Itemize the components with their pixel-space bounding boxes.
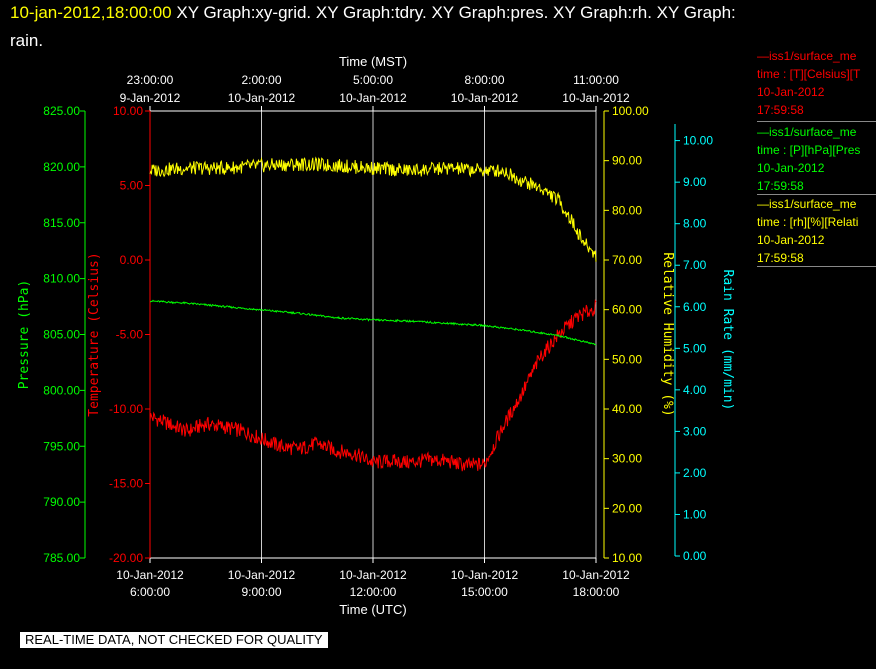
pressure-tick-label: 785.00 (43, 551, 80, 565)
rh-tick-label: 100.00 (612, 104, 649, 118)
graph-timestamp: 10-jan-2012,18:00:00 (10, 3, 172, 22)
rain-tick-label: 8.00 (683, 217, 707, 231)
x-bottom-tick-date: 10-Jan-2012 (562, 568, 630, 582)
legend-line: time : [rh][%][Relati (757, 215, 859, 229)
x-bottom-tick-label: 18:00:00 (573, 585, 620, 599)
pressure-tick-label: 815.00 (43, 216, 80, 230)
temperature-tick-label: 10.00 (113, 104, 143, 118)
pressure-tick-label: 795.00 (43, 439, 80, 453)
pressure-tick-label: 805.00 (43, 328, 80, 342)
legend-line: 10-Jan-2012 (757, 161, 825, 175)
pressure-tick-label: 790.00 (43, 495, 80, 509)
pressure-tick-label: 810.00 (43, 272, 80, 286)
rh-tick-label: 40.00 (612, 402, 642, 416)
pressure-tick-label: 820.00 (43, 160, 80, 174)
rain-axis-title: Rain Rate (mm/min) (720, 270, 735, 411)
legend-divider (757, 121, 876, 122)
x-bottom-tick-date: 10-Jan-2012 (451, 568, 519, 582)
x-top-tick-date: 10-Jan-2012 (562, 91, 630, 105)
x-bottom-tick-label: 12:00:00 (350, 585, 397, 599)
legend-line: time : [T][Celsius][T (757, 67, 861, 81)
graph-title-line-1: 10-jan-2012,18:00:00 XY Graph:xy-grid. X… (10, 3, 870, 23)
x-top-tick-date: 9-Jan-2012 (120, 91, 181, 105)
legend-line: 10-Jan-2012 (757, 233, 825, 247)
legend-entry-pressure: —iss1/surface_me time : [P][hPa][Pres 10… (757, 123, 876, 195)
temperature-tick-label: -20.00 (109, 551, 143, 565)
x-top-tick-label: 2:00:00 (241, 73, 281, 87)
x-bottom-tick-date: 10-Jan-2012 (116, 568, 184, 582)
temperature-tick-label: -5.00 (116, 328, 144, 342)
rain-tick-label: 3.00 (683, 424, 707, 438)
temperature-tick-label: 0.00 (120, 253, 144, 267)
x-top-tick-label: 11:00:00 (573, 73, 619, 87)
rh-axis-title: Relative Humidity (%) (660, 252, 675, 416)
rain-tick-label: 5.00 (683, 341, 707, 355)
legend-line: 10-Jan-2012 (757, 85, 825, 99)
legend-line: time : [P][hPa][Pres (757, 143, 861, 157)
pressure-series-line (150, 299, 597, 346)
x-top-tick-label: 23:00:00 (127, 73, 174, 87)
x-bottom-tick-date: 10-Jan-2012 (228, 568, 296, 582)
rain-tick-label: 9.00 (683, 175, 707, 189)
rh-tick-label: 30.00 (612, 452, 642, 466)
legend-divider (757, 194, 876, 195)
x-top-tick-date: 10-Jan-2012 (451, 91, 519, 105)
rh-tick-label: 50.00 (612, 352, 642, 366)
temperature-tick-label: -10.00 (109, 402, 143, 416)
rh-tick-label: 70.00 (612, 253, 642, 267)
rain-tick-label: 7.00 (683, 258, 707, 272)
x-top-tick-label: 8:00:00 (464, 73, 504, 87)
rain-tick-label: 2.00 (683, 466, 707, 480)
rain-tick-label: 4.00 (683, 383, 707, 397)
legend-line: 17:59:58 (757, 179, 804, 193)
temperature-series-line (149, 299, 597, 472)
x-bottom-tick-label: 15:00:00 (461, 585, 508, 599)
graph-title-line-2: rain. (10, 31, 870, 51)
legend-entry-temperature: —iss1/surface_me time : [T][Celsius][T 1… (757, 47, 876, 119)
legend-divider (757, 266, 876, 267)
rh-series-line (149, 156, 597, 262)
x-top-tick-date: 10-Jan-2012 (228, 91, 296, 105)
rain-tick-label: 6.00 (683, 300, 707, 314)
legend-line: —iss1/surface_me (757, 49, 857, 63)
x-bottom-axis-title: Time (UTC) (339, 602, 406, 617)
graph-title-text: XY Graph:xy-grid. XY Graph:tdry. XY Grap… (171, 3, 736, 22)
x-top-tick-label: 5:00:00 (353, 73, 393, 87)
rain-tick-label: 0.00 (683, 549, 707, 563)
x-top-axis-title: Time (MST) (339, 54, 407, 69)
pressure-tick-label: 825.00 (43, 104, 80, 118)
legend-line: —iss1/surface_me (757, 125, 857, 139)
legend-line: —iss1/surface_me (757, 197, 857, 211)
rh-tick-label: 60.00 (612, 303, 642, 317)
rain-tick-label: 1.00 (683, 507, 707, 521)
rh-tick-label: 90.00 (612, 154, 642, 168)
pressure-axis-title: Pressure (hPa) (17, 280, 32, 390)
graph-title-text-cont: rain. (10, 31, 44, 50)
x-bottom-tick-date: 10-Jan-2012 (339, 568, 407, 582)
legend-entry-rh: —iss1/surface_me time : [rh][%][Relati 1… (757, 195, 876, 267)
temperature-axis-title: Temperature (Celsius) (87, 252, 102, 416)
legend-line: 17:59:58 (757, 103, 804, 117)
rh-tick-label: 10.00 (612, 551, 642, 565)
pressure-tick-label: 800.00 (43, 383, 80, 397)
temperature-tick-label: -15.00 (109, 477, 143, 491)
x-bottom-tick-label: 9:00:00 (241, 585, 281, 599)
rh-tick-label: 80.00 (612, 203, 642, 217)
temperature-tick-label: 5.00 (120, 179, 144, 193)
rh-tick-label: 20.00 (612, 501, 642, 515)
x-bottom-tick-label: 6:00:00 (130, 585, 170, 599)
x-top-tick-date: 10-Jan-2012 (339, 91, 407, 105)
quality-warning: REAL-TIME DATA, NOT CHECKED FOR QUALITY (20, 632, 328, 648)
rain-tick-label: 10.00 (683, 134, 713, 148)
legend-line: 17:59:58 (757, 251, 804, 265)
